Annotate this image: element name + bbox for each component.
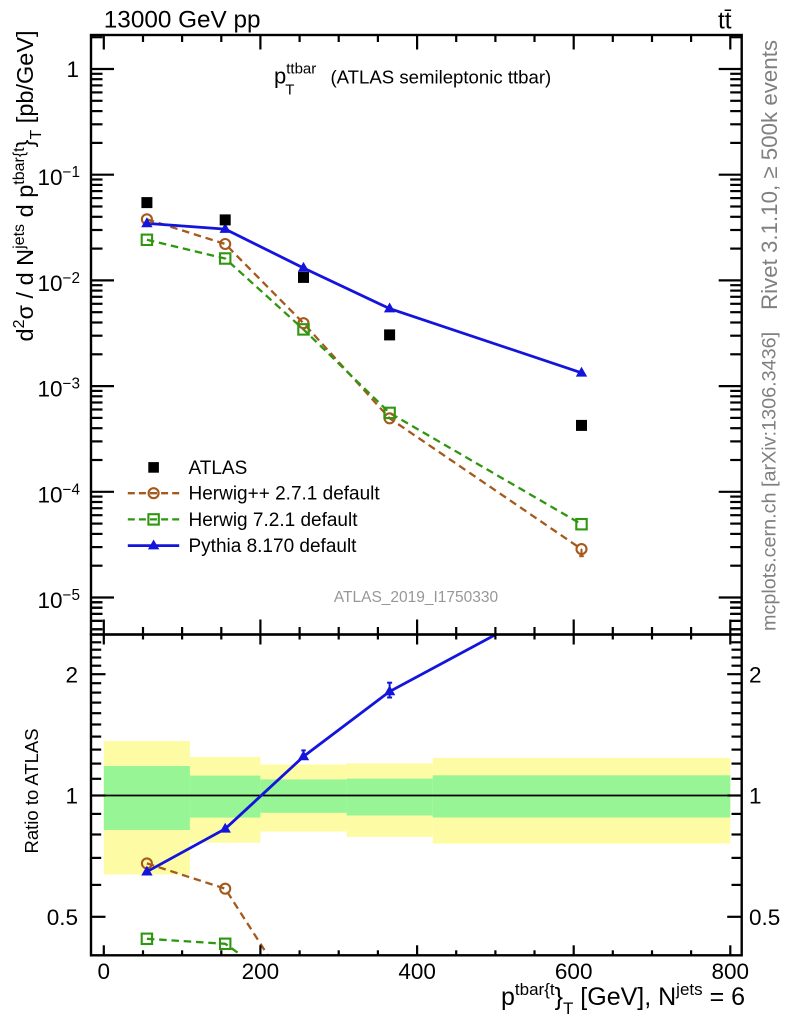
svg-text:13000 GeV pp: 13000 GeV pp: [104, 6, 261, 33]
svg-text:400: 400: [398, 959, 436, 984]
svg-text:mcplots.cern.ch [arXiv:1306.34: mcplots.cern.ch [arXiv:1306.3436]: [759, 332, 781, 631]
svg-text:2: 2: [749, 662, 762, 687]
svg-text:600: 600: [555, 959, 593, 984]
svg-text:Herwig 7.2.1 default: Herwig 7.2.1 default: [189, 510, 359, 531]
svg-text:1: 1: [749, 784, 762, 809]
svg-text:200: 200: [242, 959, 280, 984]
svg-text:10−2: 10−2: [38, 270, 80, 296]
svg-text:tt̄: tt̄: [718, 8, 732, 35]
svg-text:1: 1: [65, 784, 78, 809]
svg-text:0.5: 0.5: [749, 905, 780, 930]
svg-text:Herwig++ 2.7.1 default: Herwig++ 2.7.1 default: [189, 484, 381, 505]
svg-text:ATLAS: ATLAS: [189, 458, 248, 479]
svg-text:0: 0: [98, 959, 111, 984]
svg-text:10−1: 10−1: [38, 164, 80, 190]
svg-text:1: 1: [66, 57, 79, 82]
svg-text:800: 800: [712, 959, 750, 984]
svg-text:2: 2: [65, 662, 78, 687]
svg-text:Rivet 3.1.10, ≥ 500k events: Rivet 3.1.10, ≥ 500k events: [757, 40, 782, 310]
svg-text:0.5: 0.5: [47, 905, 78, 930]
svg-text:Ratio to ATLAS: Ratio to ATLAS: [21, 728, 42, 853]
svg-text:Pythia 8.170 default: Pythia 8.170 default: [189, 536, 358, 557]
svg-text:ATLAS_2019_I1750330: ATLAS_2019_I1750330: [334, 589, 499, 606]
